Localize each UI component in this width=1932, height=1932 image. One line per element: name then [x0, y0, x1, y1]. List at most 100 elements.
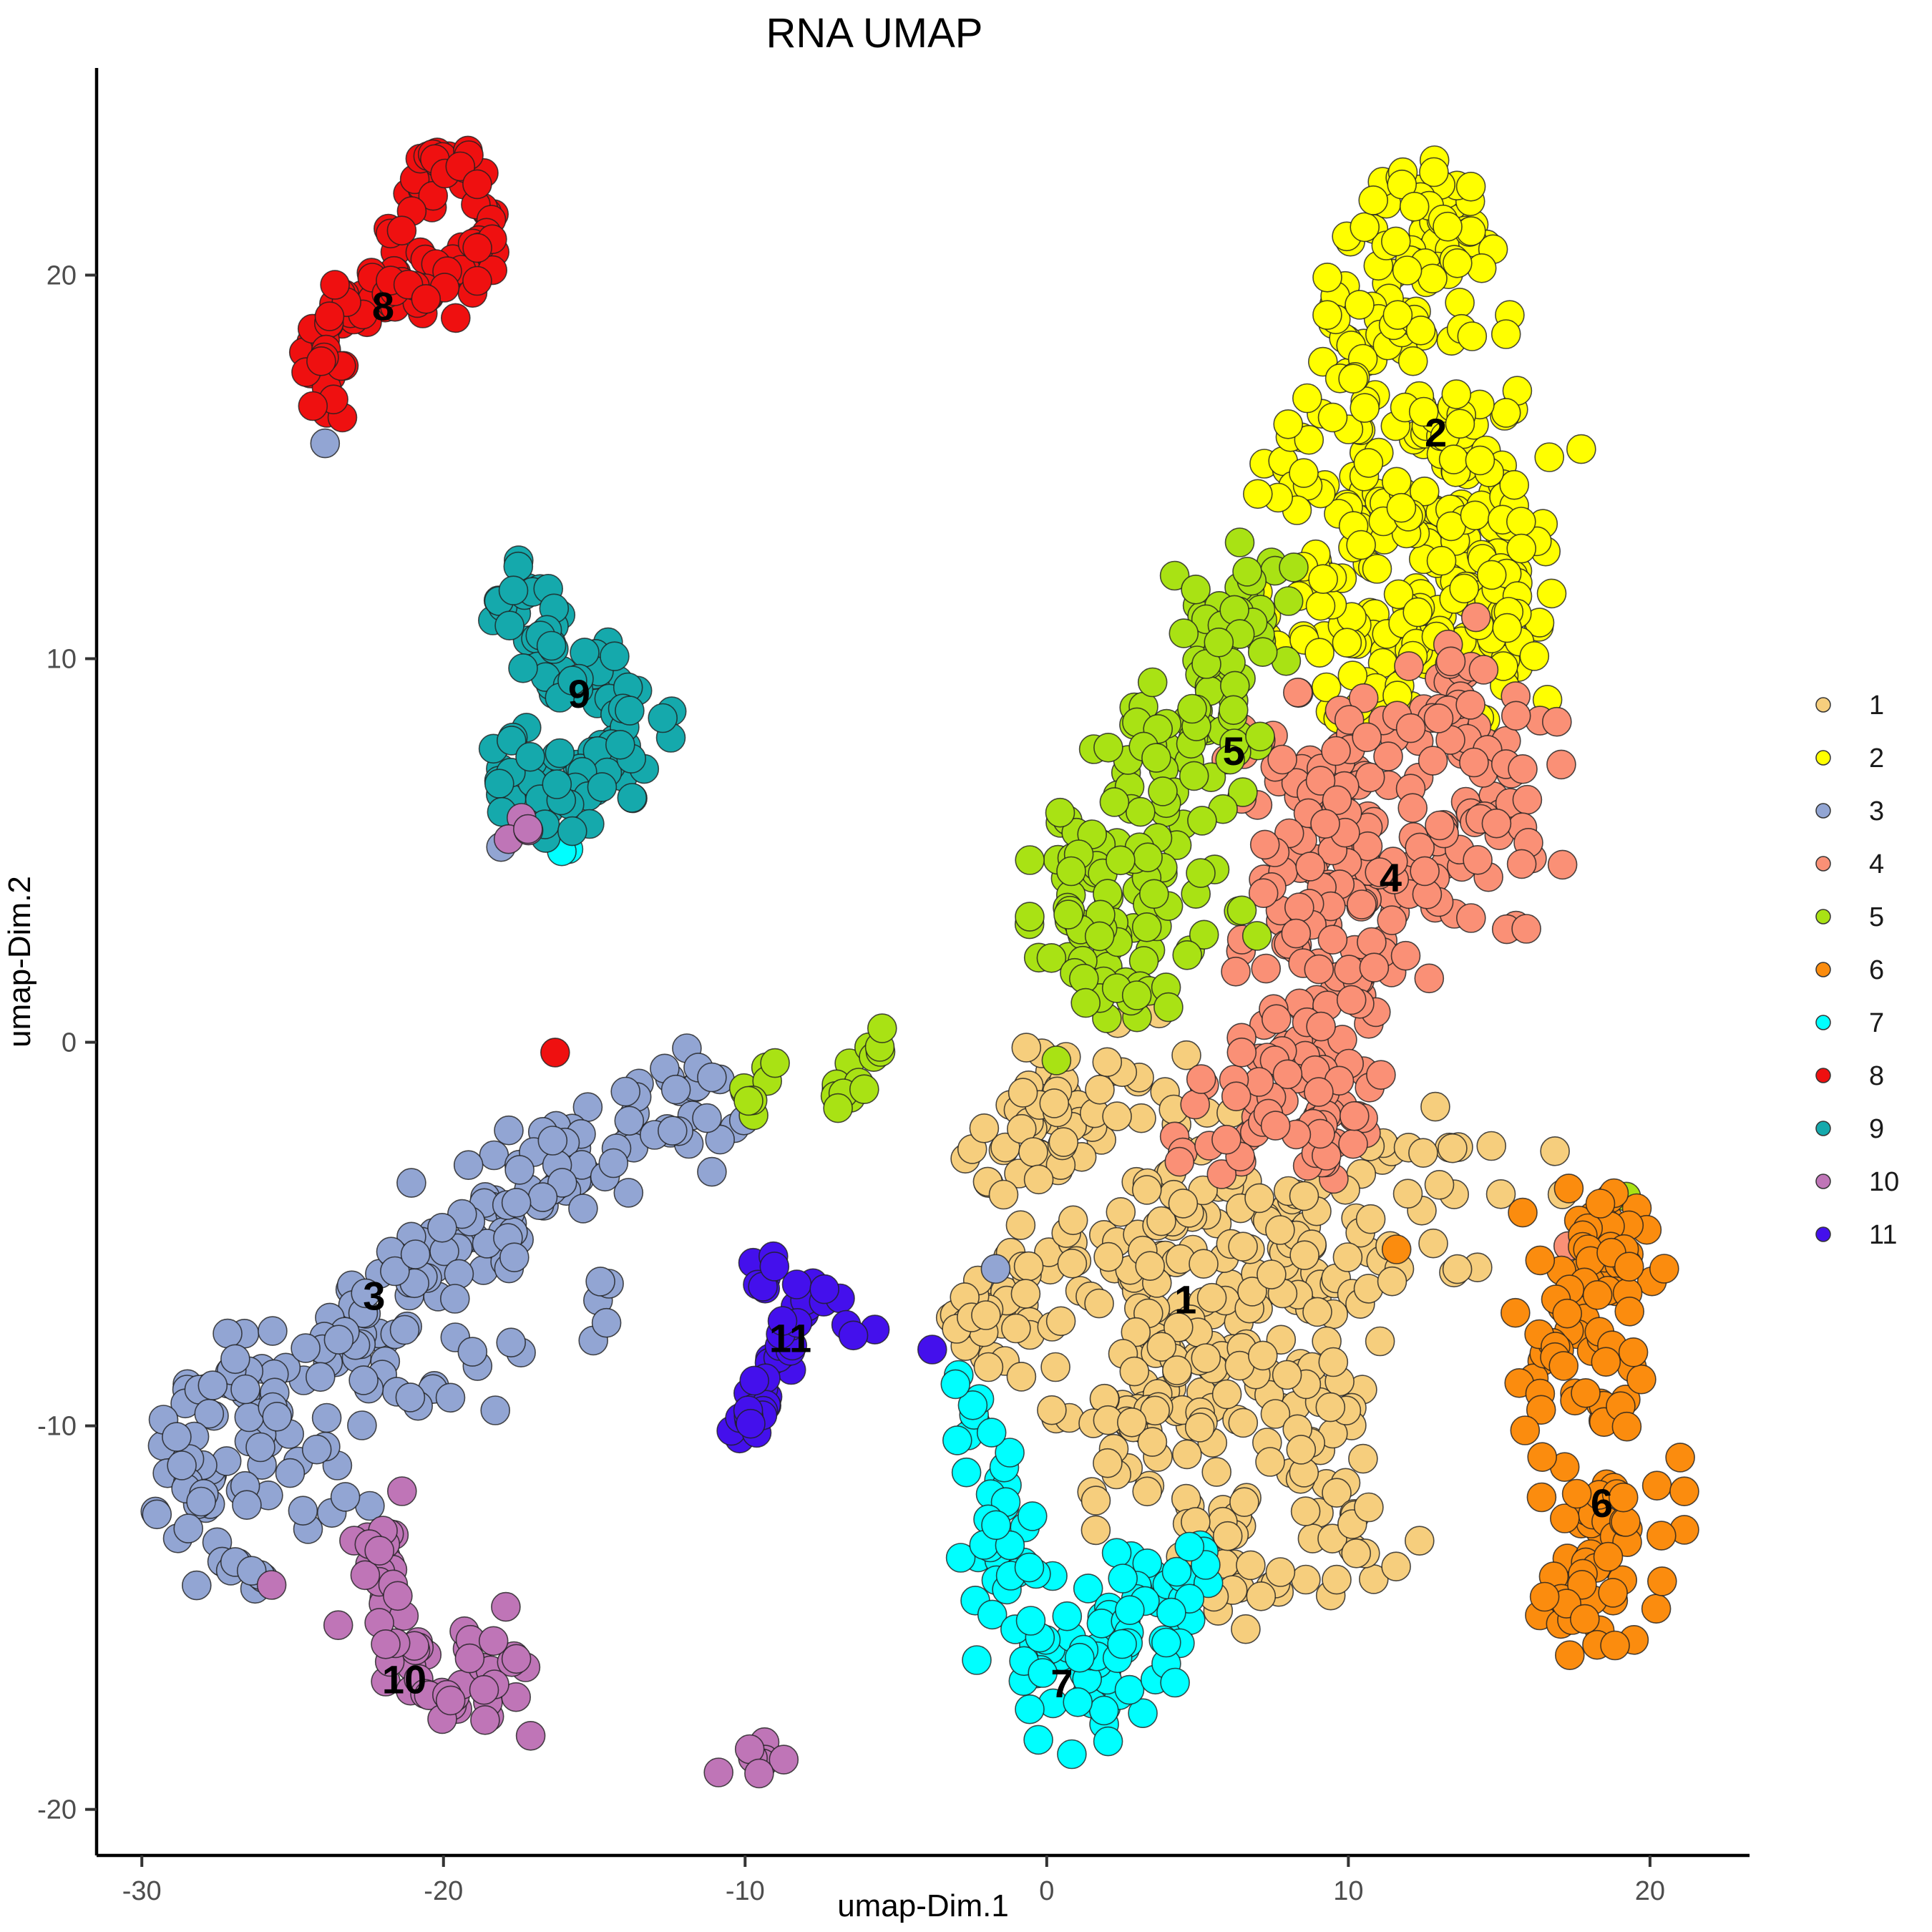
data-point — [1352, 831, 1383, 862]
data-point — [323, 1324, 354, 1355]
data-point — [1354, 1492, 1384, 1523]
data-point — [591, 1307, 622, 1338]
data-point — [1244, 1183, 1274, 1214]
data-point — [173, 1513, 204, 1543]
legend-label-10: 10 — [1869, 1167, 1899, 1197]
data-point — [1131, 912, 1162, 942]
data-point — [1163, 1312, 1194, 1342]
legend-swatch-6 — [1815, 962, 1831, 977]
legend-swatch-11 — [1815, 1226, 1831, 1242]
data-point — [389, 1314, 420, 1345]
data-point — [1555, 1640, 1585, 1670]
data-point — [1441, 379, 1472, 409]
data-point — [1093, 1726, 1123, 1757]
data-point — [1126, 796, 1156, 827]
data-point — [1362, 554, 1392, 584]
legend-item-2: 2 — [1815, 743, 1884, 774]
data-point — [1005, 1210, 1036, 1240]
data-point — [1510, 1415, 1541, 1445]
data-point — [480, 1395, 511, 1425]
data-point — [760, 1048, 790, 1078]
data-point — [1201, 1457, 1231, 1487]
data-point — [660, 1074, 691, 1105]
data-point — [499, 1242, 530, 1272]
data-point — [1272, 1360, 1302, 1390]
data-point — [977, 1599, 1008, 1630]
data-point — [1332, 1242, 1363, 1272]
cluster-10-points — [256, 803, 799, 1789]
data-point — [1106, 1197, 1136, 1227]
data-point — [1445, 288, 1475, 318]
data-point — [347, 1410, 377, 1440]
data-point — [1181, 574, 1211, 605]
data-point — [1036, 943, 1067, 973]
data-point — [1527, 1442, 1557, 1472]
data-point — [386, 1476, 417, 1506]
data-point — [1381, 1234, 1412, 1264]
data-point — [186, 1486, 216, 1517]
data-point — [1184, 1413, 1215, 1443]
legend-swatch-4 — [1815, 856, 1831, 872]
data-point — [220, 1344, 250, 1375]
data-point — [1306, 1011, 1336, 1042]
data-point — [1338, 1128, 1368, 1159]
data-point — [1093, 1241, 1123, 1272]
data-point — [1381, 1551, 1411, 1581]
legend-label-7: 7 — [1869, 1008, 1884, 1038]
data-point — [1040, 1352, 1070, 1382]
data-point — [1273, 409, 1303, 439]
data-point — [1169, 618, 1199, 648]
data-point — [1080, 1515, 1111, 1546]
data-point — [1172, 940, 1202, 970]
data-point — [1272, 1059, 1303, 1090]
data-point — [1438, 1133, 1468, 1163]
data-point — [1295, 852, 1325, 882]
data-point — [995, 1438, 1025, 1468]
data-point — [491, 1591, 521, 1622]
legend-swatch-5 — [1815, 909, 1831, 924]
data-point — [262, 1402, 293, 1432]
data-point — [1386, 492, 1417, 523]
data-point — [1236, 1550, 1266, 1581]
data-point — [849, 1074, 879, 1104]
data-point — [610, 1076, 641, 1107]
data-point — [1508, 754, 1538, 784]
data-point — [1164, 1146, 1195, 1177]
data-point — [1248, 878, 1279, 908]
data-point — [1455, 690, 1485, 720]
data-point — [1273, 586, 1304, 616]
data-point — [350, 1560, 381, 1591]
data-point — [1171, 1040, 1201, 1070]
data-point — [1618, 1337, 1649, 1367]
data-point — [1219, 695, 1249, 726]
data-point — [759, 1252, 790, 1282]
data-point — [736, 1408, 766, 1439]
legend-label-8: 8 — [1869, 1061, 1884, 1091]
data-point — [917, 1335, 947, 1365]
data-point — [1357, 927, 1387, 957]
data-point — [1418, 263, 1448, 294]
axes-layer: -30 -20 -10 0 10 20 -20 -10 0 10 20 — [37, 68, 1750, 1906]
data-point — [1159, 560, 1190, 591]
data-point — [1304, 954, 1335, 985]
data-point — [1352, 722, 1382, 753]
data-point — [1093, 1448, 1123, 1478]
data-point — [1345, 290, 1375, 320]
data-point — [1382, 467, 1412, 497]
y-tick-label: 20 — [47, 260, 77, 291]
data-point — [400, 1239, 431, 1269]
data-point — [1402, 597, 1433, 628]
data-point — [1649, 1254, 1679, 1284]
data-point — [1119, 1356, 1150, 1387]
data-point — [1286, 1435, 1317, 1465]
cluster-labels-layer: 1 2 3 4 5 6 7 8 9 10 11 — [363, 283, 1613, 1705]
data-point — [1215, 744, 1245, 775]
data-point — [1080, 1485, 1111, 1516]
x-tick-label: -30 — [122, 1876, 162, 1906]
cluster-6-points — [1381, 1174, 1699, 1670]
data-point — [1137, 667, 1168, 698]
legend-item-8: 8 — [1815, 1061, 1884, 1091]
data-point — [1445, 409, 1475, 439]
data-point — [1408, 396, 1439, 427]
data-point — [1191, 1343, 1221, 1373]
